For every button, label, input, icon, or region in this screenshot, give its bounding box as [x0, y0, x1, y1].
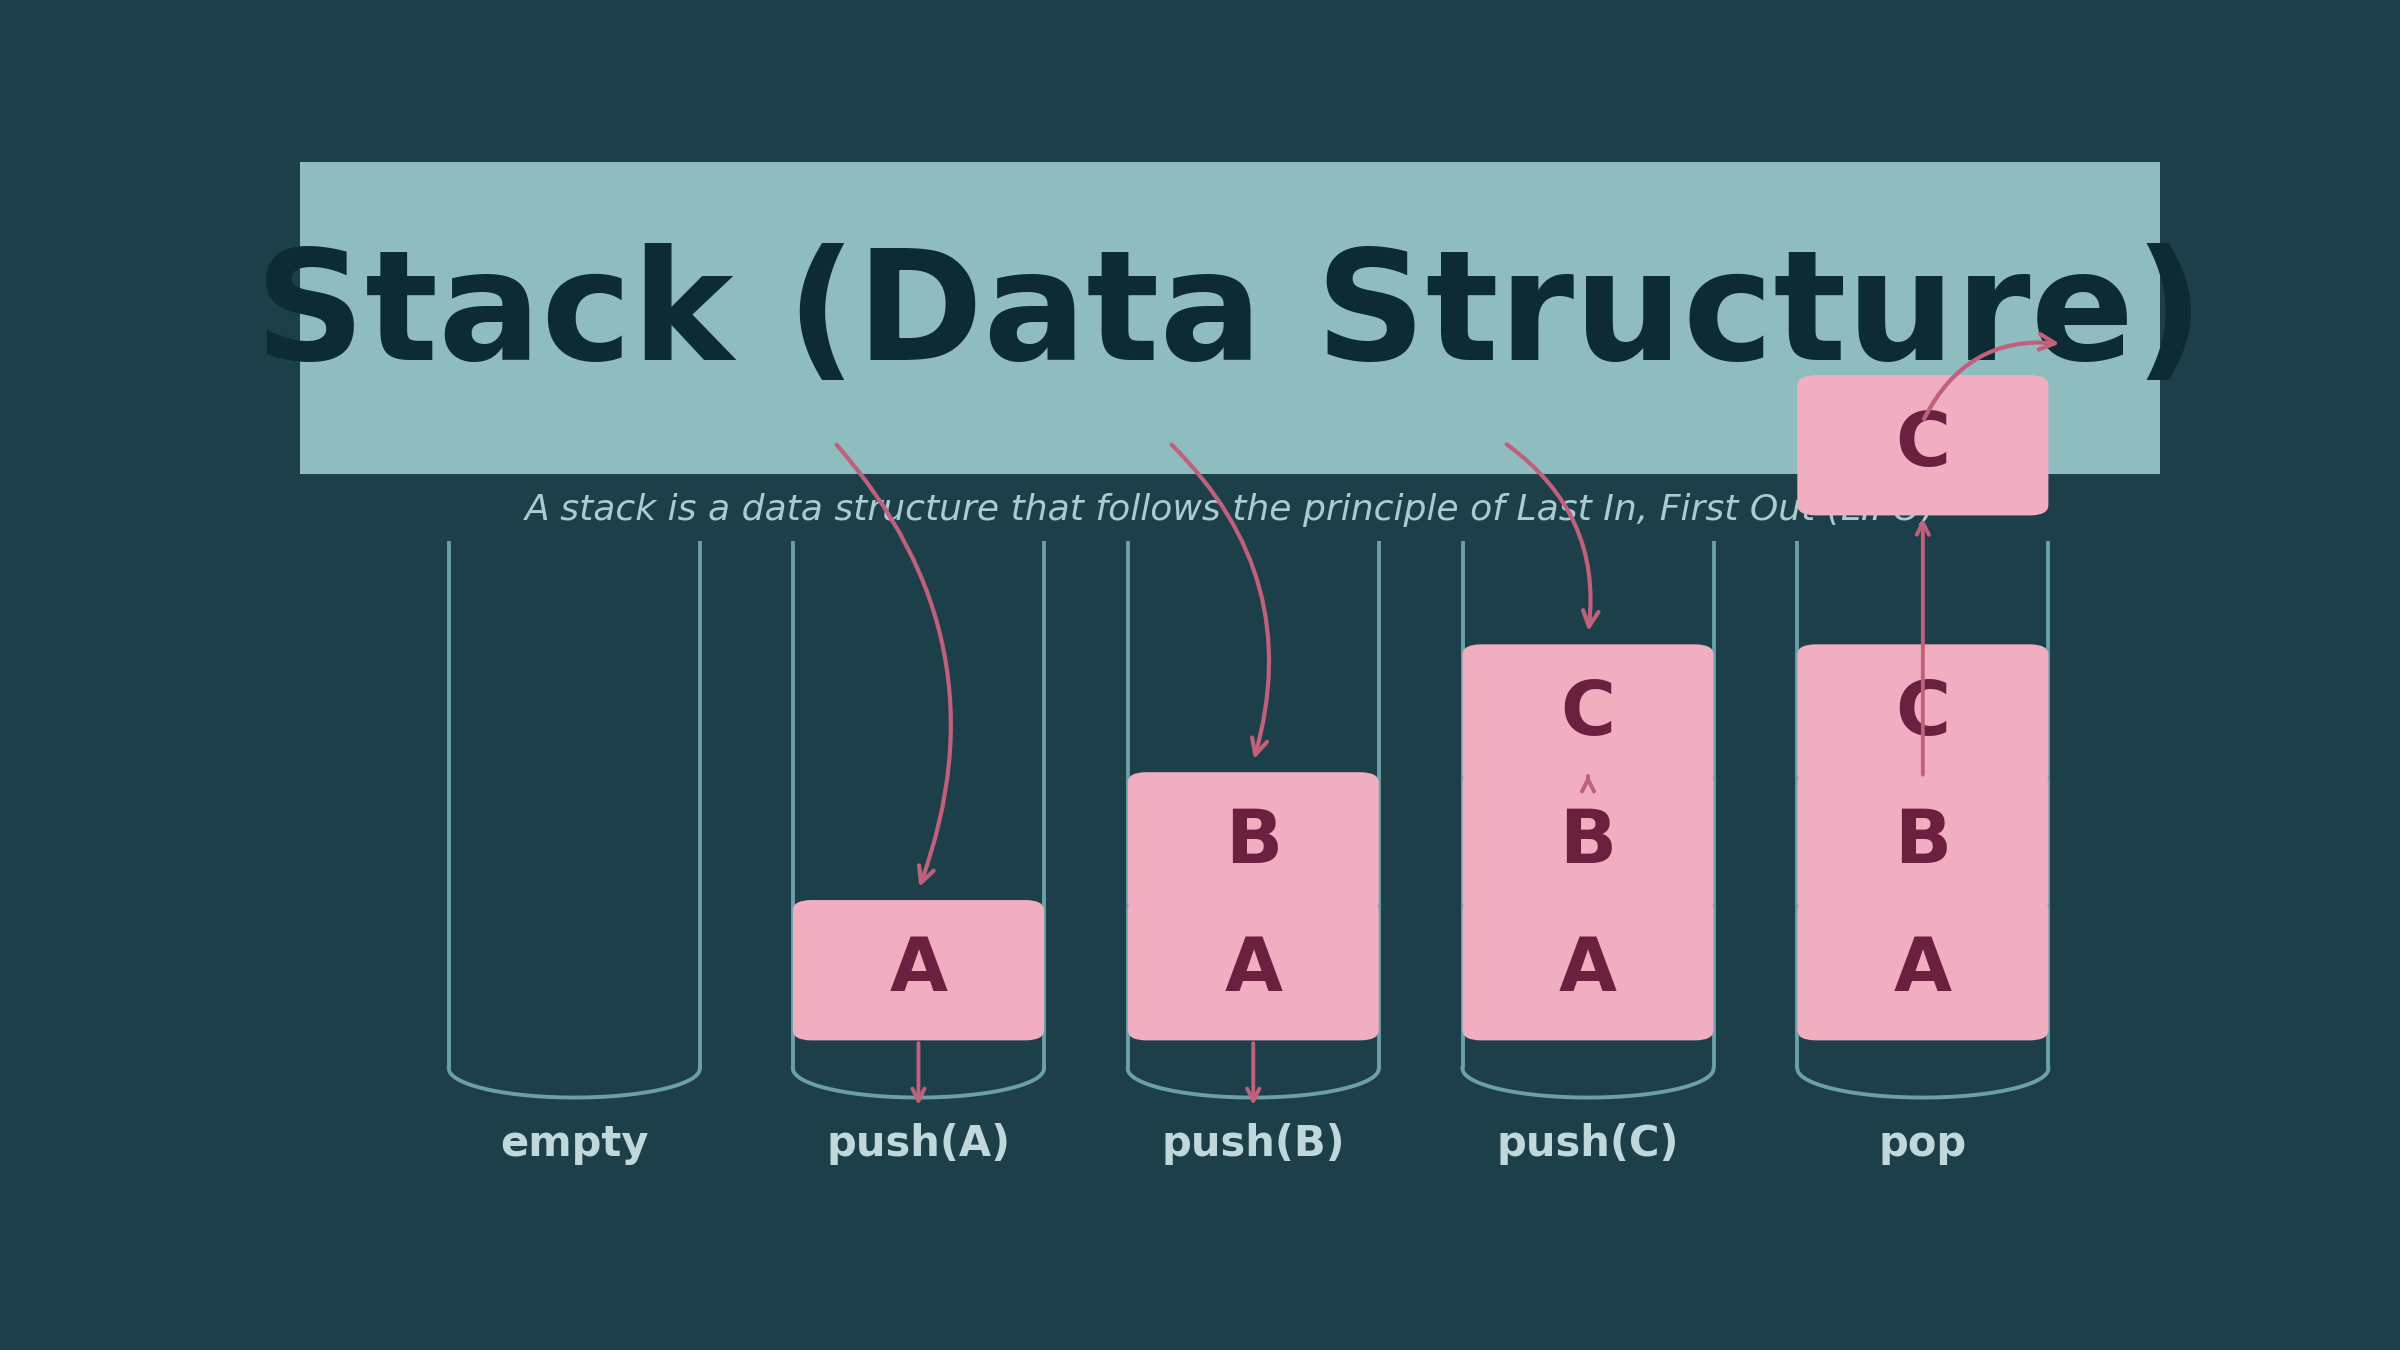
- Text: Stack (Data Structure): Stack (Data Structure): [254, 243, 2206, 393]
- Text: B: B: [1894, 806, 1951, 879]
- Text: push(B): push(B): [1162, 1123, 1344, 1165]
- FancyBboxPatch shape: [1462, 644, 1714, 784]
- FancyBboxPatch shape: [1798, 375, 2050, 516]
- Text: C: C: [1896, 409, 1951, 482]
- Text: A: A: [1560, 934, 1618, 1007]
- FancyBboxPatch shape: [1798, 900, 2050, 1041]
- FancyBboxPatch shape: [1128, 900, 1378, 1041]
- Text: A: A: [1894, 934, 1951, 1007]
- Text: A: A: [890, 934, 948, 1007]
- FancyBboxPatch shape: [1128, 772, 1378, 913]
- FancyBboxPatch shape: [1798, 772, 2050, 913]
- Text: push(A): push(A): [826, 1123, 1010, 1165]
- Text: C: C: [1560, 678, 1615, 751]
- Text: empty: empty: [499, 1123, 648, 1165]
- Text: B: B: [1224, 806, 1282, 879]
- Text: A: A: [1224, 934, 1282, 1007]
- Text: B: B: [1560, 806, 1618, 879]
- Text: push(C): push(C): [1498, 1123, 1680, 1165]
- FancyBboxPatch shape: [1798, 644, 2050, 784]
- Bar: [300, 162, 2160, 474]
- Text: C: C: [1896, 678, 1951, 751]
- Text: A stack is a data structure that follows the principle of Last In, First Out (LI: A stack is a data structure that follows…: [526, 493, 1934, 528]
- FancyBboxPatch shape: [1462, 772, 1714, 913]
- FancyBboxPatch shape: [1462, 900, 1714, 1041]
- Text: pop: pop: [1879, 1123, 1968, 1165]
- FancyBboxPatch shape: [792, 900, 1044, 1041]
